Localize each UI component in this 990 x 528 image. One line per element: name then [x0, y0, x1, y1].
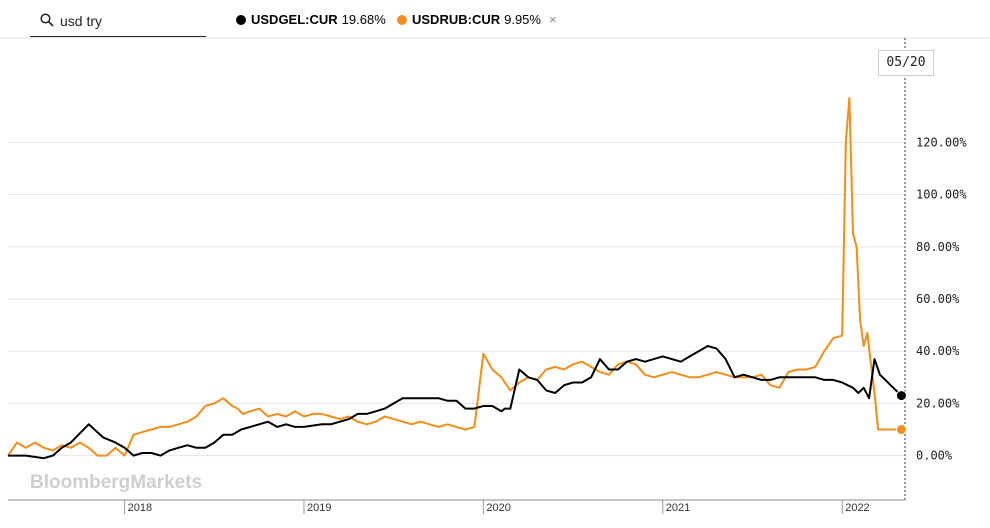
legend-ticker-usdrub: USDRUB:CUR	[412, 12, 501, 27]
search-input[interactable]	[60, 11, 200, 31]
x-tick-label: 2020	[486, 502, 510, 514]
legend-value-usdgel: 19.68%	[341, 12, 386, 27]
legend-dot-usdgel	[236, 14, 246, 25]
series-endpoints	[895, 390, 907, 436]
y-axis: 0.00% 20.00% 40.00% 60.00% 80.00% 100.00% 120.…	[916, 135, 967, 462]
x-tick-label: 2019	[307, 502, 331, 514]
y-tick-label: 0.00%	[916, 449, 953, 463]
y-tick-label: 60.00%	[916, 292, 960, 306]
endpoint-marker-usdrub-cur	[895, 424, 907, 436]
series-line-usdgel-cur	[8, 345, 903, 460]
legend-dot-usdrub	[397, 14, 407, 25]
legend-item-usdrub: USDRUB:CUR 9.95% ×	[397, 12, 557, 27]
y-tick-label: 80.00%	[916, 240, 960, 254]
remove-series-button[interactable]: ×	[548, 12, 557, 27]
x-axis: 2018 2019 2020 2021 2022	[124, 500, 870, 514]
crosshair-date-label: 05/20	[878, 50, 934, 76]
x-tick-label: 2022	[845, 502, 869, 514]
watermark: BloombergMarkets	[30, 472, 202, 493]
legend-item-usdgel: USDGEL:CUR 19.68%	[236, 12, 386, 27]
y-tick-label: 20.00%	[916, 396, 960, 410]
x-tick-label: 2018	[128, 502, 152, 514]
legend-value-usdrub: 9.95%	[504, 12, 541, 27]
search-icon[interactable]	[40, 13, 54, 32]
search-box[interactable]	[30, 8, 206, 37]
series-layer	[7, 97, 903, 460]
y-tick-label: 100.00%	[916, 188, 967, 202]
y-tick-label: 120.00%	[916, 135, 967, 149]
endpoint-marker-usdgel-cur	[895, 390, 907, 402]
x-tick-label: 2021	[666, 502, 690, 514]
series-line-usdrub-cur	[7, 97, 902, 457]
legend-ticker-usdgel: USDGEL:CUR	[251, 12, 338, 27]
grid-lines	[8, 141, 905, 457]
y-tick-label: 40.00%	[916, 344, 960, 358]
